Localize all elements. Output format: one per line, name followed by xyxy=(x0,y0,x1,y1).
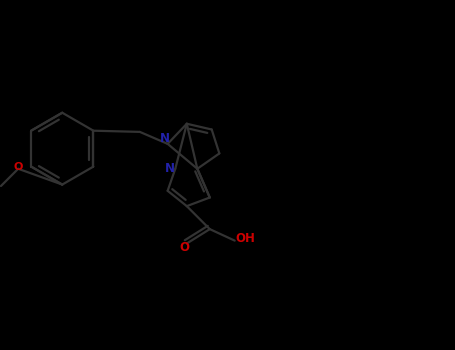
Text: O: O xyxy=(180,241,190,254)
Text: N: N xyxy=(160,132,170,145)
Text: OH: OH xyxy=(235,232,255,245)
Text: O: O xyxy=(14,162,23,172)
Text: N: N xyxy=(165,162,175,175)
